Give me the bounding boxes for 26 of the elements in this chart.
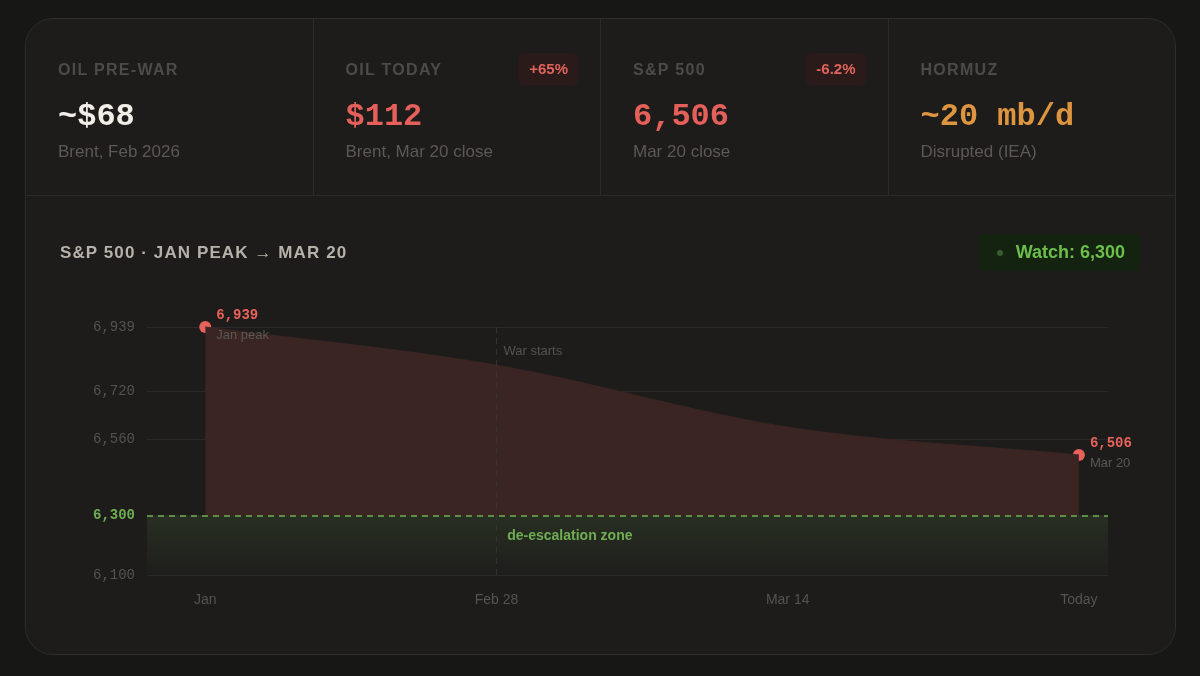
text: Watch: 6,300 [1015,242,1125,263]
x-tick-label: Mar 14 [765,591,810,608]
text: $112 [345,98,423,136]
x-tick-label: Today [1060,591,1098,608]
y-tick-label: 6,939 [92,318,135,335]
text: -6.2% [806,53,866,85]
text: Brent, Mar 20 close [345,141,493,163]
y-tick-label: 6,300 [92,507,135,524]
x-tick-label: Feb 28 [474,591,519,608]
text: +65% [519,53,578,85]
text: Mar 20 close [633,141,731,163]
text: ~$68 [58,98,135,136]
y-tick-label: 6,560 [92,430,135,447]
band-label: de-escalation zone [507,526,633,543]
ref-line-label: War starts [503,342,563,358]
x-tick-label: Jan [193,591,217,608]
y-tick-label: 6,720 [92,383,135,400]
annotation: Mar 20 [1089,454,1131,470]
data-label: 6,506 [1089,434,1132,451]
text: Disrupted (IEA) [920,141,1037,163]
text: 6,506 [633,98,730,136]
data-label: 6,939 [216,306,259,323]
y-tick-label: 6,100 [92,566,135,583]
chart-title: S&P 500 · JAN PEAK → MAR 20 [60,243,348,263]
text: ~20 mb/d [920,98,1075,136]
text: Brent, Feb 2026 [58,141,180,163]
